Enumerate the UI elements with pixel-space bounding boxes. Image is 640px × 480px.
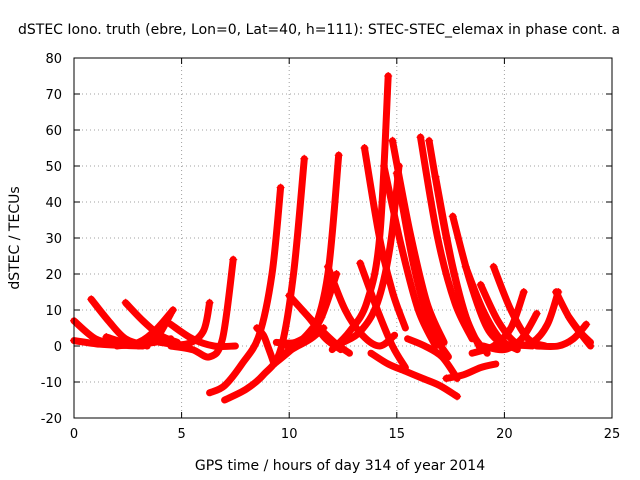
series-curve xyxy=(324,263,399,350)
series-19 xyxy=(298,306,353,357)
series-28 xyxy=(367,349,462,401)
series-curve xyxy=(167,320,239,351)
plus-marker xyxy=(425,136,434,145)
plus-marker xyxy=(300,154,309,163)
series-30 xyxy=(416,133,476,343)
plus-marker xyxy=(392,169,401,178)
series-curve xyxy=(404,335,461,382)
plus-marker xyxy=(298,306,307,314)
y-tick-label: 10 xyxy=(45,304,62,319)
series-38 xyxy=(468,288,528,357)
series-13 xyxy=(252,324,278,368)
series-23 xyxy=(356,259,409,372)
y-axis-label: dSTEC / TECUs xyxy=(7,186,23,289)
series-curve xyxy=(417,133,476,343)
plus-marker xyxy=(552,288,561,296)
x-tick-label: 5 xyxy=(177,427,185,442)
y-tick-label: 60 xyxy=(45,124,62,139)
plus-marker xyxy=(356,259,365,268)
series-7 xyxy=(135,309,175,350)
series-curve xyxy=(380,162,439,350)
series-24 xyxy=(360,144,409,332)
plus-marker xyxy=(166,309,175,318)
y-tick-label: 50 xyxy=(45,160,62,175)
series-curve xyxy=(253,324,278,368)
plus-marker xyxy=(519,288,528,296)
x-axis-label: GPS time / hours of day 314 of year 2014 xyxy=(195,458,485,474)
series-curve xyxy=(135,310,175,350)
plus-marker xyxy=(442,374,451,383)
plus-marker xyxy=(453,392,462,401)
series-curve xyxy=(511,288,562,350)
y-tick-label: -10 xyxy=(41,376,62,391)
series-curve xyxy=(122,299,181,346)
series-curve xyxy=(206,184,285,397)
x-tick-label: 10 xyxy=(281,427,298,442)
y-tick-label: 80 xyxy=(45,52,62,67)
plus-marker xyxy=(476,280,485,289)
plus-marker xyxy=(252,324,261,332)
plus-marker xyxy=(102,333,111,341)
series-12 xyxy=(221,154,309,404)
series-10 xyxy=(167,255,238,361)
x-tick-label: 20 xyxy=(496,427,513,442)
series-25 xyxy=(379,162,439,350)
plus-marker xyxy=(360,144,369,152)
series-27 xyxy=(392,169,452,361)
y-tick-label: 30 xyxy=(45,232,62,247)
series-curve xyxy=(367,349,461,400)
plus-marker xyxy=(334,151,343,160)
plus-marker xyxy=(384,72,393,80)
data-series xyxy=(70,72,594,404)
plus-marker xyxy=(205,298,214,307)
series-curve xyxy=(298,306,353,357)
series-curve xyxy=(468,288,528,357)
y-tick-label: -20 xyxy=(41,412,62,427)
plus-marker xyxy=(582,320,591,329)
x-tick-label: 25 xyxy=(604,427,621,442)
plus-marker xyxy=(431,172,440,181)
plus-marker xyxy=(379,162,388,170)
y-tick-label: 70 xyxy=(45,88,62,103)
series-5 xyxy=(121,298,181,346)
y-tick-label: 20 xyxy=(45,268,62,283)
series-curve xyxy=(356,259,409,372)
series-32 xyxy=(431,172,491,357)
plus-marker xyxy=(323,262,332,271)
x-tick-label: 15 xyxy=(389,427,406,442)
plus-marker xyxy=(489,262,498,271)
plus-marker xyxy=(229,255,238,264)
plus-marker xyxy=(532,309,541,318)
series-curve xyxy=(393,169,452,361)
series-11 xyxy=(206,183,285,397)
plus-marker xyxy=(448,212,457,221)
series-curve xyxy=(565,313,594,346)
plus-marker xyxy=(121,298,130,307)
plus-marker xyxy=(276,183,285,192)
plus-marker xyxy=(285,291,294,300)
plus-marker xyxy=(388,136,397,145)
x-tick-label: 0 xyxy=(70,427,78,442)
plus-marker xyxy=(87,295,96,304)
plus-marker xyxy=(461,262,470,271)
series-43 xyxy=(564,313,594,346)
grid xyxy=(74,58,612,418)
plus-marker xyxy=(416,133,425,142)
series-curve xyxy=(167,256,237,361)
series-curve xyxy=(221,155,308,404)
series-8 xyxy=(166,320,239,351)
plus-marker xyxy=(564,313,573,322)
y-tick-label: 40 xyxy=(45,196,62,211)
axis-ticks: 0 5 10 15 20 25 -20 -10 0 10 20 30 40 50 60 70 80 xyxy=(41,52,621,442)
series-curve xyxy=(442,360,500,382)
series-20 xyxy=(323,262,399,350)
series-curve xyxy=(361,144,409,332)
chart-title: dSTEC Iono. truth (ebre, Lon=0, Lat=40, … xyxy=(18,22,620,38)
series-34 xyxy=(442,360,500,383)
series-curve xyxy=(432,173,491,357)
plus-marker xyxy=(166,320,175,329)
y-tick-label: 0 xyxy=(54,340,62,355)
